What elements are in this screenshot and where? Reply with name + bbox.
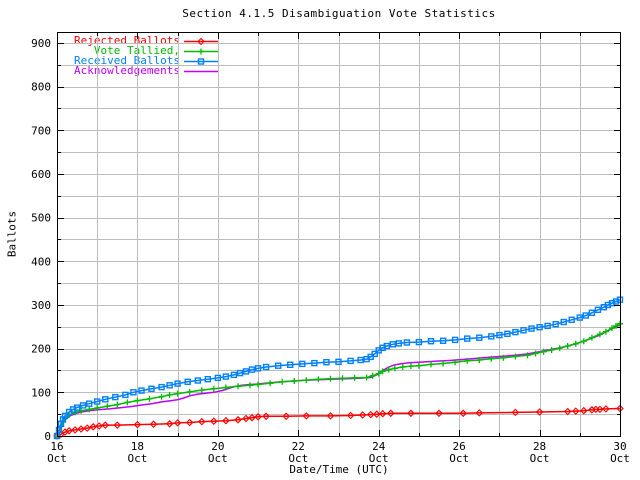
y-tick-label: 700 <box>31 124 51 137</box>
legend-samples <box>184 37 218 73</box>
axes <box>57 32 621 437</box>
legend-label-acknowledgements: Acknowledgements <box>74 64 180 77</box>
x-tick-label-month: Oct <box>47 452 67 465</box>
x-tick-label-month: Oct <box>610 452 630 465</box>
x-tick-label-day: 26 <box>453 440 466 453</box>
x-tick-label-day: 24 <box>372 440 386 453</box>
legend-label-vote-tallied: Vote Tallied, <box>93 44 180 57</box>
series-received-ballots <box>53 296 624 440</box>
y-tick-label: 200 <box>31 343 51 356</box>
tick-labels: 010020030040050060070080090016Oct18Oct20… <box>31 37 630 465</box>
legend-sample-vote-tallied <box>184 48 218 55</box>
x-tick-label-month: Oct <box>288 452 308 465</box>
y-tick-label: 500 <box>31 212 51 225</box>
legend-label-received-ballots: Received Ballots <box>74 54 180 67</box>
y-tick-label: 800 <box>31 81 51 94</box>
series-rejected-ballots <box>53 404 624 440</box>
legend-sample-received-ballots <box>184 58 218 65</box>
y-tick-label: 300 <box>31 299 51 312</box>
x-tick-label-month: Oct <box>127 452 147 465</box>
x-tick-label-month: Oct <box>530 452 550 465</box>
x-tick-label-day: 20 <box>211 440 224 453</box>
grid-lines <box>57 32 620 436</box>
series-vote-tallied <box>54 320 623 439</box>
x-tick-label-month: Oct <box>208 452 228 465</box>
legend-sample-rejected-ballots <box>184 37 218 46</box>
y-tick-label: 900 <box>31 37 51 50</box>
chart-title: Section 4.1.5 Disambiguation Vote Statis… <box>182 7 496 20</box>
x-axis-title: Date/Time (UTC) <box>289 463 389 476</box>
y-tick-label: 0 <box>44 430 51 443</box>
x-tick-label-day: 30 <box>613 440 626 453</box>
x-tick-label-month: Oct <box>369 452 389 465</box>
y-tick-label: 600 <box>31 168 51 181</box>
y-tick-label: 400 <box>31 255 51 268</box>
x-tick-label-day: 22 <box>292 440 305 453</box>
y-tick-label: 100 <box>31 386 51 399</box>
x-tick-label-month: Oct <box>449 452 469 465</box>
x-tick-label-day: 18 <box>131 440 144 453</box>
series-acknowledgements <box>56 324 621 437</box>
x-tick-label-day: 16 <box>50 440 63 453</box>
x-tick-label-day: 28 <box>533 440 546 453</box>
